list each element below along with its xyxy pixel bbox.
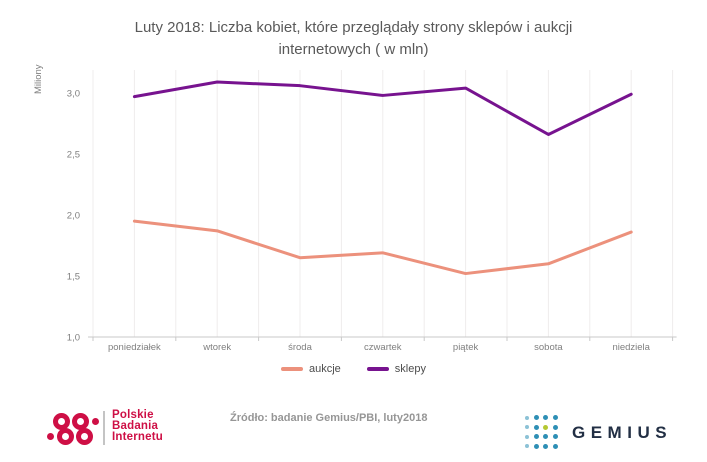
y-tick-label: 1,5 xyxy=(67,272,80,283)
y-tick-label: 3,0 xyxy=(67,89,80,100)
x-tick-label: czwartek xyxy=(364,342,402,353)
x-tick-label: sobota xyxy=(534,342,563,353)
x-tick-label: niedziela xyxy=(612,342,650,353)
chart-legend: aukcje sklepy xyxy=(0,360,707,378)
pbi-logo-divider xyxy=(103,411,105,445)
source-note: Źródło: badanie Gemius/PBI, luty2018 xyxy=(230,412,428,424)
gemius-logo: GEMIUS xyxy=(522,413,672,451)
gemius-dot-icon xyxy=(533,434,539,440)
gemius-dot-icon xyxy=(552,424,558,430)
gemius-dot-icon xyxy=(524,425,529,430)
y-tick-label: 2,0 xyxy=(67,211,80,222)
gemius-dot-icon xyxy=(552,443,558,449)
gemius-dot-icon xyxy=(543,434,549,440)
line-chart: 1,0 1,5 2,0 2,5 3,0 Miliony poniedziałek wtorek… xyxy=(33,64,677,353)
chart-title: Luty 2018: Liczba kobiet, które przegląd… xyxy=(134,19,573,58)
pbi-logo-text: Polskie Badania Internetu xyxy=(112,409,163,443)
gemius-dot-icon xyxy=(543,443,549,449)
gemius-dot-icon xyxy=(524,444,529,449)
gemius-dot-icon xyxy=(552,434,558,440)
gemius-dot-icon xyxy=(552,415,558,421)
gemius-dot-icon xyxy=(533,443,539,449)
x-tick-label: piątek xyxy=(453,342,479,353)
pbi-logo-dot-icon xyxy=(57,428,74,445)
gemius-dot-icon xyxy=(543,415,549,421)
pbi-logo-dot-icon xyxy=(72,413,89,430)
x-tick-label: wtorek xyxy=(202,342,231,353)
x-tick-label: środa xyxy=(288,342,312,353)
gemius-dot-icon xyxy=(524,415,529,420)
gemius-dot-icon xyxy=(543,424,549,430)
legend-item-aukcje: aukcje xyxy=(281,363,341,375)
pbi-logo xyxy=(46,406,196,454)
y-axis-title: Miliony xyxy=(33,64,44,94)
gemius-dot-icon xyxy=(533,424,539,430)
pbi-logo-dot-icon xyxy=(53,413,70,430)
series-line-sklepy xyxy=(132,80,633,136)
legend-item-sklepy: sklepy xyxy=(366,363,426,375)
gemius-dots-icon xyxy=(522,413,560,451)
y-tick-label: 1,0 xyxy=(67,333,80,344)
pbi-logo-dot-icon xyxy=(76,428,93,445)
legend-label-sklepy: sklepy xyxy=(394,363,426,375)
gemius-dot-icon xyxy=(524,434,529,439)
pbi-logo-dot-icon xyxy=(92,418,99,425)
legend-swatch-aukcje xyxy=(281,367,303,371)
x-tick-label: poniedziałek xyxy=(108,342,161,353)
pbi-logo-dot-icon xyxy=(47,433,54,440)
legend-label-aukcje: aukcje xyxy=(309,363,341,375)
gemius-dot-icon xyxy=(533,415,539,421)
legend-swatch-sklepy xyxy=(366,367,389,371)
series-line-aukcje xyxy=(132,219,633,276)
gemius-logo-text: GEMIUS xyxy=(572,422,673,442)
y-tick-label: 2,5 xyxy=(67,150,80,161)
